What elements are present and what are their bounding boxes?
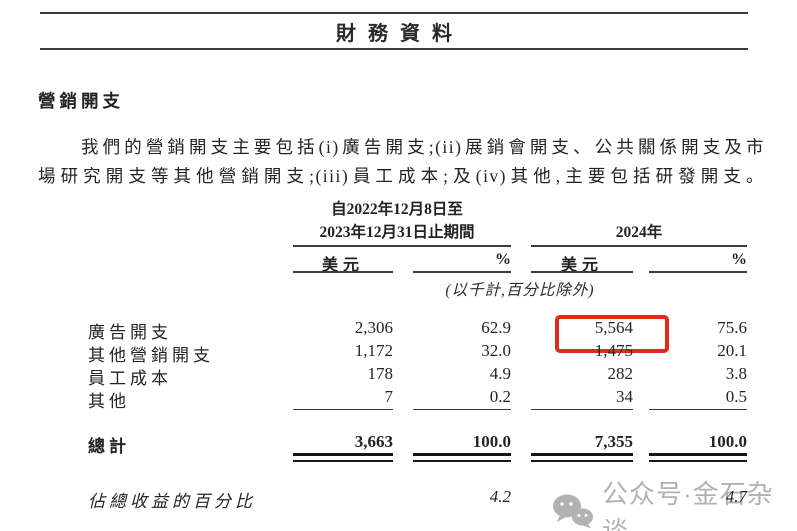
total-value: 100.0 — [708, 432, 747, 451]
subheader-pct-1: % — [495, 251, 511, 268]
column-group-2023-line2: 2023年12月31日止期間 — [319, 224, 475, 241]
row-label-advertising: 廣告開支 — [88, 323, 172, 342]
total-value: 7,355 — [594, 432, 633, 451]
column-group-2023-line1: 自2022年12月8日至 — [331, 201, 463, 218]
total-value: 100.0 — [472, 432, 511, 451]
cell-value: 20.1 — [717, 341, 747, 360]
cell-value-highlighted: 5,564 — [594, 318, 633, 337]
red-highlight-box — [555, 315, 669, 353]
watermark: 公众号·金石杂谈 — [552, 474, 797, 531]
total-double-rule-thin-3 — [531, 460, 633, 462]
subheader-rule-1 — [293, 271, 393, 273]
total-value: 3,663 — [354, 432, 393, 451]
subtotal-rule-2 — [413, 409, 511, 411]
wechat-icon — [552, 493, 594, 529]
cell-value: 62.9 — [481, 318, 511, 337]
cell-value: 34 — [616, 387, 633, 406]
cell-value: 282 — [607, 364, 634, 383]
total-row-label: 總計 — [88, 437, 130, 456]
page-title: 財務資料 — [336, 23, 464, 45]
total-double-rule-thick-4 — [649, 453, 747, 456]
subheader-pct-2: % — [731, 251, 747, 268]
row-label-staff-costs: 員工成本 — [88, 369, 172, 388]
cell-value: 7 — [384, 387, 394, 406]
row-label-others: 其他 — [88, 392, 130, 411]
row-label-other-marketing: 其他營銷開支 — [88, 346, 214, 365]
top-rule — [40, 12, 748, 14]
pct-of-revenue-label: 佔總收益的百分比 — [88, 492, 256, 511]
subtotal-rule-3 — [531, 409, 633, 411]
pct-of-revenue-2024: 4.7 — [725, 487, 747, 506]
total-double-rule-thick-1 — [293, 453, 393, 456]
total-double-rule-thick-2 — [413, 453, 511, 456]
cell-value: 2,306 — [354, 318, 393, 337]
cell-value: 75.6 — [717, 318, 747, 337]
section-heading: 營銷開支 — [38, 91, 124, 111]
group-rule-right — [531, 245, 747, 247]
subheader-usd-1: 美元 — [321, 257, 364, 274]
unit-note: (以千計,百分比除外) — [445, 282, 595, 299]
total-double-rule-thin-2 — [413, 460, 511, 462]
pct-of-revenue-2023: 4.2 — [489, 487, 511, 506]
cell-value: 1,172 — [354, 341, 393, 360]
cell-value: 0.2 — [489, 387, 511, 406]
column-group-2024: 2024年 — [615, 224, 663, 241]
paragraph-line-2: 場研究開支等其他營銷開支;(iii)員工成本;及(iv)其他,主要包括研發開支。 — [38, 166, 765, 186]
subheader-rule-2 — [413, 271, 511, 273]
cell-value: 178 — [367, 364, 394, 383]
cell-value: 32.0 — [481, 341, 511, 360]
group-rule-left — [293, 245, 511, 247]
subtotal-rule-1 — [293, 409, 393, 411]
title-bottom-rule — [40, 48, 748, 50]
subheader-rule-4 — [649, 271, 747, 273]
paragraph-line-1: 我們的營銷開支主要包括(i)廣告開支;(ii)展銷會開支、公共關係開支及市 — [81, 137, 765, 157]
subheader-usd-2: 美元 — [560, 257, 603, 274]
cell-value: 3.8 — [725, 364, 747, 383]
cell-value: 0.5 — [725, 387, 747, 406]
total-double-rule-thin-1 — [293, 460, 393, 462]
column-group-2023: 自2022年12月8日至 2023年12月31日止期間 — [283, 198, 511, 244]
intro-paragraph: 我們的營銷開支主要包括(i)廣告開支;(ii)展銷會開支、公共關係開支及市 場研… — [38, 133, 765, 191]
cell-value: 4.9 — [489, 364, 511, 383]
cell-value: 1,475 — [594, 341, 633, 360]
total-double-rule-thick-3 — [531, 453, 633, 456]
total-double-rule-thin-4 — [649, 460, 747, 462]
subheader-rule-3 — [531, 271, 633, 273]
watermark-text: 公众号·金石杂谈 — [602, 479, 774, 531]
subtotal-rule-4 — [649, 409, 747, 411]
